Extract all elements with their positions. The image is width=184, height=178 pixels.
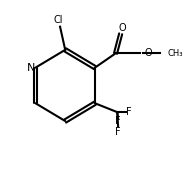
Text: O: O	[118, 23, 126, 33]
Text: O: O	[144, 48, 152, 58]
Text: CH₃: CH₃	[168, 49, 183, 58]
Text: F: F	[115, 127, 121, 137]
Text: N: N	[27, 63, 35, 73]
Text: F: F	[115, 116, 121, 126]
Text: Cl: Cl	[54, 15, 63, 25]
Text: F: F	[126, 107, 132, 117]
